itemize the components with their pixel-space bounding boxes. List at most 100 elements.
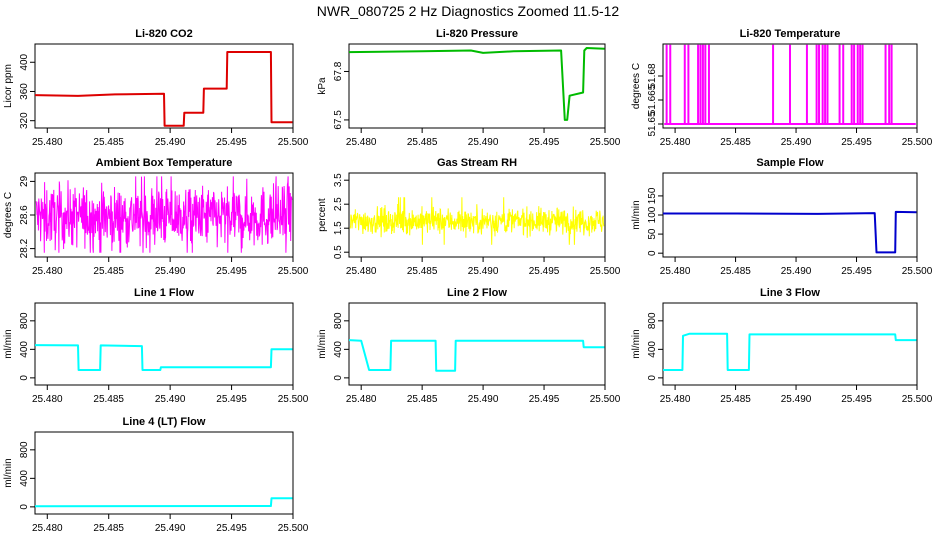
li-820-co2-panel: Li-820 CO2 25.480 25.485 25.490 25.495 25.500… <box>3 28 309 148</box>
gas-stream-rh-data <box>349 197 605 245</box>
line-3-flow-y-axis: 0 400 800 <box>647 312 663 381</box>
line-1-flow-series-line <box>34 344 293 371</box>
line-3-flow-series-line <box>663 332 917 371</box>
li-820-temperature-x-tick-label: 25.495 <box>841 137 872 148</box>
line-3-flow-x-tick-label: 25.480 <box>660 394 691 405</box>
li-820-temperature-y-tick-label: 51.65 <box>647 111 658 136</box>
ambient-box-temperature-y-tick-label: 28.2 <box>19 238 30 258</box>
line-1-flow-x-tick-label: 25.480 <box>32 394 63 405</box>
line-3-flow-x-tick-label: 25.495 <box>841 394 872 405</box>
ambient-box-temperature-x-tick-label: 25.480 <box>32 266 63 277</box>
li-820-temperature-x-axis: 25.480 25.485 25.490 25.495 25.500 <box>660 128 933 148</box>
li-820-temperature-y-tick-label: 51.665 <box>647 84 658 115</box>
line-4-lt-flow-y-tick-label: 400 <box>19 470 30 487</box>
line-4-lt-flow-y-axis: 0 400 800 <box>19 441 35 510</box>
line-4-lt-flow-plot-frame <box>34 431 294 515</box>
sample-flow-y-tick-label: 50 <box>647 228 658 240</box>
li-820-temperature-x-tick-label: 25.480 <box>660 137 691 148</box>
line-4-lt-flow-x-tick-label: 25.495 <box>216 523 247 534</box>
line-1-flow-x-tick-label: 25.490 <box>155 394 186 405</box>
li-820-co2-y-axis: 320 360 400 <box>19 53 35 129</box>
li-820-pressure-x-tick-label: 25.485 <box>407 137 438 148</box>
line-4-lt-flow-y-tick-label: 0 <box>19 504 30 510</box>
li-820-pressure-data <box>348 47 605 121</box>
line-3-flow-x-tick-label: 25.500 <box>902 394 933 405</box>
li-820-co2-data <box>34 51 293 127</box>
li-820-co2-y-tick-label: 360 <box>19 83 30 100</box>
line-3-flow-x-tick-label: 25.485 <box>720 394 751 405</box>
line-2-flow-series-line <box>348 339 605 372</box>
line-1-flow-y-tick-label: 800 <box>19 312 30 329</box>
sample-flow-x-tick-label: 25.495 <box>841 266 872 277</box>
line-3-flow-y-label: ml/min <box>631 329 642 358</box>
line-3-flow-panel: Line 3 Flow 25.480 25.485 25.490 25.495 25.50… <box>631 287 933 405</box>
li-820-pressure-x-tick-label: 25.490 <box>468 137 499 148</box>
li-820-pressure-x-tick-label: 25.495 <box>529 137 560 148</box>
sample-flow-panel: Sample Flow 25.480 25.485 25.490 25.495 25.50… <box>631 157 933 277</box>
line-4-lt-flow-x-tick-label: 25.480 <box>32 523 63 534</box>
ambient-box-temperature-x-tick-label: 25.495 <box>216 266 247 277</box>
line-2-flow-y-axis: 0 400 800 <box>333 312 349 381</box>
line-1-flow-x-axis: 25.480 25.485 25.490 25.495 25.500 <box>32 385 309 405</box>
line-2-flow-panel: Line 2 Flow 25.480 25.485 25.490 25.495 25.50… <box>317 287 621 405</box>
line-1-flow-y-label: ml/min <box>3 329 14 358</box>
ambient-box-temperature-series-line <box>35 176 293 253</box>
line-3-flow-x-axis: 25.480 25.485 25.490 25.495 25.500 <box>660 385 933 405</box>
sample-flow-x-tick-label: 25.480 <box>660 266 691 277</box>
sample-flow-x-tick-label: 25.490 <box>781 266 812 277</box>
line-4-lt-flow-panel: Line 4 (LT) Flow 25.480 25.485 25.490 25.495… <box>3 416 309 534</box>
gas-stream-rh-title: Gas Stream RH <box>437 157 517 169</box>
gas-stream-rh-y-tick-label: 2.5 <box>333 197 344 211</box>
line-1-flow-title: Line 1 Flow <box>134 287 194 299</box>
li-820-co2-x-axis: 25.480 25.485 25.490 25.495 25.500 <box>32 128 309 148</box>
line-1-flow-panel: Line 1 Flow 25.480 25.485 25.490 25.495 25.50… <box>3 287 309 405</box>
line-4-lt-flow-y-tick-label: 800 <box>19 441 30 458</box>
li-820-co2-y-label: Licor ppm <box>3 64 14 108</box>
sample-flow-x-axis: 25.480 25.485 25.490 25.495 25.500 <box>660 257 933 277</box>
li-820-temperature-y-tick-label: 51.68 <box>647 63 658 88</box>
li-820-temperature-x-tick-label: 25.500 <box>902 137 933 148</box>
line-3-flow-y-tick-label: 800 <box>647 312 658 329</box>
line-1-flow-y-tick-label: 400 <box>19 341 30 358</box>
li-820-pressure-y-label: kPa <box>317 77 328 95</box>
sample-flow-y-tick-label: 100 <box>647 206 658 223</box>
line-2-flow-x-tick-label: 25.480 <box>346 394 377 405</box>
line-1-flow-y-axis: 0 400 800 <box>19 312 35 381</box>
gas-stream-rh-x-tick-label: 25.480 <box>346 266 377 277</box>
gas-stream-rh-x-tick-label: 25.495 <box>529 266 560 277</box>
li-820-pressure-title: Li-820 Pressure <box>436 28 518 40</box>
line-3-flow-y-tick-label: 0 <box>647 375 658 381</box>
li-820-pressure-y-axis: 67.5 67.8 <box>333 61 349 130</box>
line-2-flow-y-label: ml/min <box>317 329 328 358</box>
line-4-lt-flow-x-axis: 25.480 25.485 25.490 25.495 25.500 <box>32 514 309 534</box>
line-4-lt-flow-x-tick-label: 25.490 <box>155 523 186 534</box>
gas-stream-rh-y-tick-label: 3.5 <box>333 173 344 187</box>
li-820-temperature-title: Li-820 Temperature <box>740 28 841 40</box>
line-2-flow-y-tick-label: 800 <box>333 312 344 329</box>
line-2-flow-plot-frame <box>348 302 606 386</box>
line-2-flow-x-tick-label: 25.485 <box>407 394 438 405</box>
ambient-box-temperature-x-tick-label: 25.490 <box>155 266 186 277</box>
li-820-co2-x-tick-label: 25.485 <box>93 137 124 148</box>
ambient-box-temperature-y-tick-label: 28.6 <box>19 205 30 225</box>
line-2-flow-y-tick-label: 0 <box>333 375 344 381</box>
li-820-pressure-y-tick-label: 67.5 <box>333 110 344 130</box>
gas-stream-rh-x-tick-label: 25.500 <box>590 266 621 277</box>
li-820-co2-y-tick-label: 320 <box>19 112 30 129</box>
li-820-co2-x-tick-label: 25.495 <box>216 137 247 148</box>
line-4-lt-flow-x-tick-label: 25.485 <box>93 523 124 534</box>
ambient-box-temperature-panel: Ambient Box Temperature 25.480 25.485 25.49… <box>3 157 309 277</box>
li-820-co2-series-line <box>34 51 293 127</box>
gas-stream-rh-y-axis: 0.5 1.5 2.5 3.5 <box>333 173 349 259</box>
line-4-lt-flow-x-tick-label: 25.500 <box>278 523 309 534</box>
gas-stream-rh-y-tick-label: 0.5 <box>333 245 344 259</box>
ambient-box-temperature-y-axis: 28.2 28.6 29 <box>19 175 35 258</box>
li-820-pressure-y-tick-label: 67.8 <box>333 61 344 81</box>
line-4-lt-flow-series-line <box>34 497 293 508</box>
li-820-co2-x-tick-label: 25.490 <box>155 137 186 148</box>
line-2-flow-data <box>348 339 605 372</box>
